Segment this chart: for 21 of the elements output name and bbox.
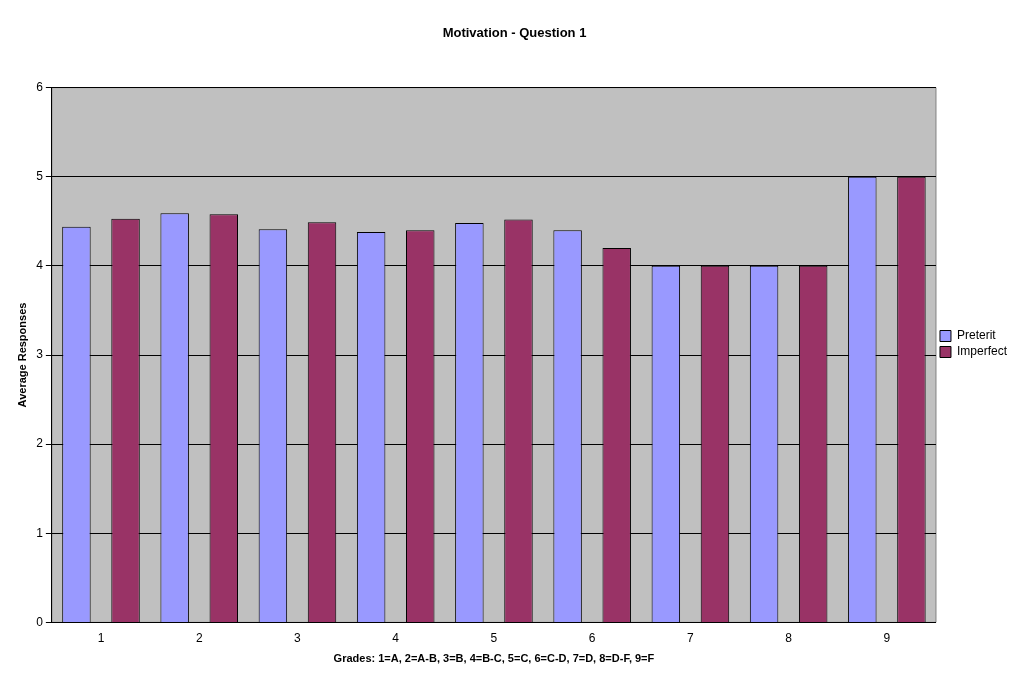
- x-tick-label: 7: [687, 630, 695, 645]
- x-tick-label: 8: [785, 630, 793, 645]
- y-tick-label: 2: [36, 436, 44, 451]
- legend-label: Preterit: [956, 328, 997, 343]
- x-tick-label: 9: [883, 630, 891, 645]
- y-tick-label: 4: [36, 258, 44, 273]
- x-axis-title: Grades: 1=A, 2=A-B, 3=B, 4=B-C, 5=C, 6=C-D, 7=D, 8=D-F, 9=F: [333, 652, 655, 665]
- y-tick-label: 5: [36, 169, 44, 184]
- y-axis-title: Average Responses: [15, 302, 28, 408]
- x-tick-label: 1: [97, 630, 105, 645]
- y-tick-label: 0: [36, 614, 44, 629]
- x-tick-label: 2: [195, 630, 203, 645]
- y-tick-label: 1: [36, 525, 44, 540]
- y-tick-label: 3: [36, 347, 44, 362]
- y-tick-label: 6: [36, 79, 44, 94]
- legend-label: Imperfect: [956, 344, 1008, 359]
- x-tick-label: 6: [588, 630, 596, 645]
- x-tick-label: 5: [490, 630, 498, 645]
- chart-title: Motivation - Question 1: [442, 25, 587, 41]
- x-tick-label: 4: [392, 630, 400, 645]
- x-tick-label: 3: [294, 630, 302, 645]
